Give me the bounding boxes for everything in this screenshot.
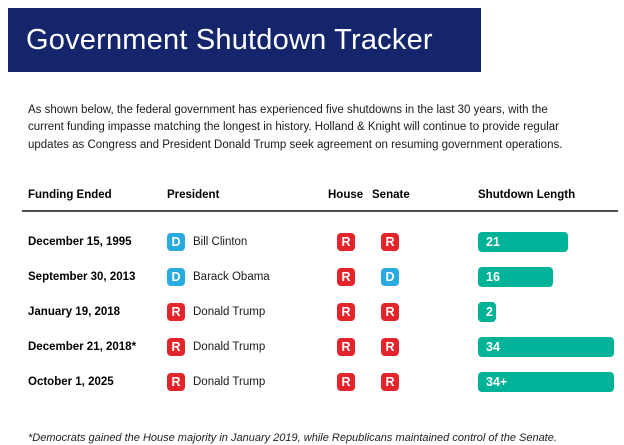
president-party-badge: D [167, 267, 185, 286]
president-cell: R Donald Trump [167, 372, 328, 391]
column-header-senate: Senate [372, 189, 410, 201]
column-header-funding-ended: Funding Ended [28, 189, 112, 201]
senate-party-badge: R [381, 302, 399, 321]
senate-party-badge: D [381, 267, 399, 286]
footnote: *Democrats gained the House majority in … [28, 432, 557, 444]
senate-party-badge: R [381, 232, 399, 251]
house-cell: R [328, 302, 372, 321]
column-header-house: House [328, 189, 364, 201]
table-row: September 30, 2013 D Barack Obama R D 16 [28, 259, 618, 294]
header-banner: Government Shutdown Tracker [8, 8, 481, 72]
president-name: Donald Trump [193, 340, 266, 353]
president-name: Barack Obama [193, 270, 270, 283]
president-name: Donald Trump [193, 305, 266, 318]
shutdown-length-bar: 2 [478, 301, 496, 322]
shutdown-length-cell: 16 [478, 266, 618, 287]
president-cell: D Bill Clinton [167, 232, 328, 251]
senate-party-badge: R [381, 337, 399, 356]
shutdown-length-bar: 16 [478, 266, 553, 287]
president-party-badge: R [167, 372, 185, 391]
funding-ended-date: September 30, 2013 [28, 270, 136, 283]
house-cell: R [328, 372, 372, 391]
shutdown-length-bar: 34 [478, 336, 614, 357]
table-body: December 15, 1995 D Bill Clinton R R 21 … [28, 224, 618, 399]
senate-cell: R [372, 372, 478, 391]
funding-ended-date: December 15, 1995 [28, 235, 132, 248]
table-row: January 19, 2018 R Donald Trump R R 2 [28, 294, 618, 329]
funding-ended-date: January 19, 2018 [28, 305, 121, 318]
senate-cell: R [372, 302, 478, 321]
house-party-badge: R [337, 232, 355, 251]
senate-cell: R [372, 232, 478, 251]
house-party-badge: R [337, 372, 355, 391]
house-cell: R [328, 337, 372, 356]
column-header-shutdown-length: Shutdown Length [478, 189, 576, 201]
president-party-badge: R [167, 337, 185, 356]
intro-paragraph: As shown below, the federal government h… [28, 103, 563, 151]
senate-party-badge: R [381, 372, 399, 391]
house-cell: R [328, 267, 372, 286]
president-party-badge: R [167, 302, 185, 321]
house-cell: R [328, 232, 372, 251]
table-row: December 21, 2018* R Donald Trump R R 34 [28, 329, 618, 364]
shutdown-length-cell: 34+ [478, 371, 618, 392]
president-cell: D Barack Obama [167, 267, 328, 286]
page-title: Government Shutdown Tracker [26, 23, 433, 56]
shutdown-length-cell: 21 [478, 231, 618, 252]
shutdown-length-bar: 21 [478, 231, 568, 252]
president-cell: R Donald Trump [167, 302, 328, 321]
funding-ended-date: December 21, 2018* [28, 340, 137, 353]
house-party-badge: R [337, 337, 355, 356]
shutdown-length-cell: 2 [478, 301, 618, 322]
house-party-badge: R [337, 267, 355, 286]
senate-cell: D [372, 267, 478, 286]
shutdown-length-bar: 34+ [478, 371, 614, 392]
table-header-row: Funding Ended President House Senate Shu… [28, 189, 618, 201]
president-name: Donald Trump [193, 375, 266, 388]
table-row: October 1, 2025 R Donald Trump R R 34+ [28, 364, 618, 399]
president-name: Bill Clinton [193, 235, 248, 248]
shutdown-length-cell: 34 [478, 336, 618, 357]
column-header-president: President [167, 189, 220, 201]
president-cell: R Donald Trump [167, 337, 328, 356]
senate-cell: R [372, 337, 478, 356]
president-party-badge: D [167, 232, 185, 251]
header-divider-line [22, 210, 618, 212]
house-party-badge: R [337, 302, 355, 321]
table-row: December 15, 1995 D Bill Clinton R R 21 [28, 224, 618, 259]
funding-ended-date: October 1, 2025 [28, 375, 114, 388]
